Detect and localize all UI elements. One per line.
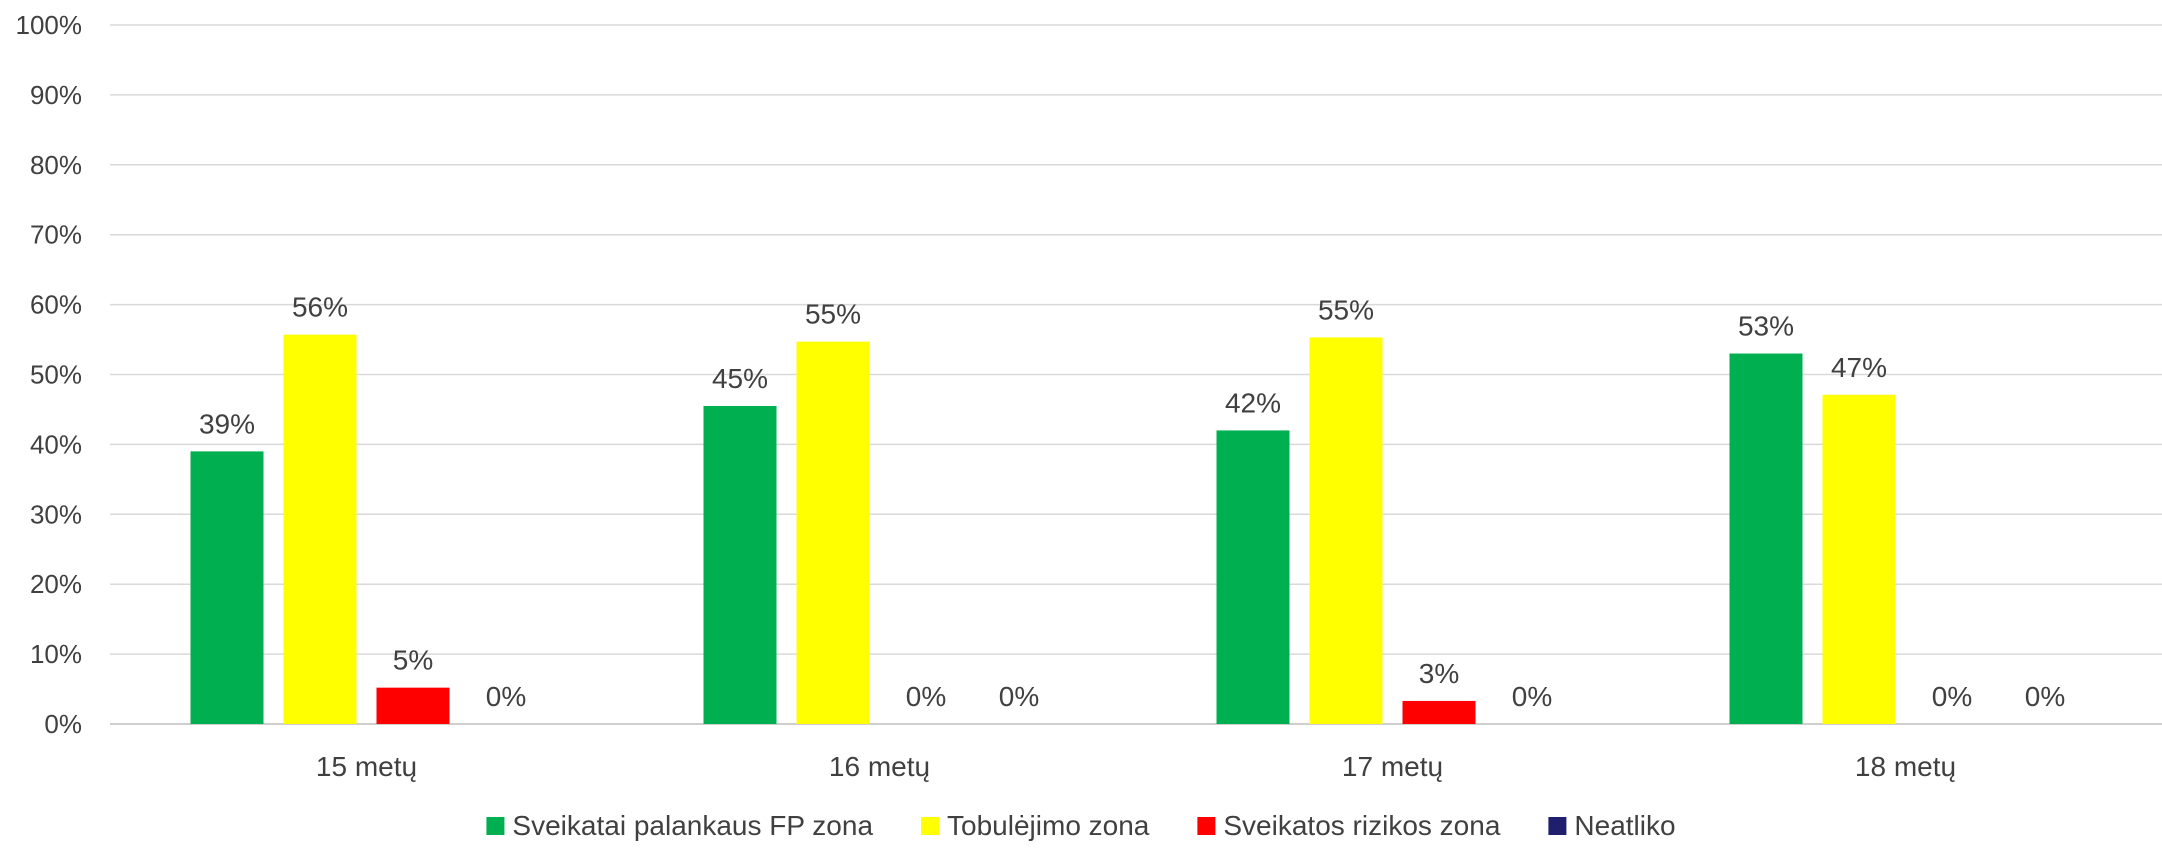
y-tick-label: 10%: [30, 639, 82, 669]
bar: [190, 451, 264, 724]
y-tick-label: 20%: [30, 569, 82, 599]
y-tick-label: 100%: [16, 10, 83, 40]
y-tick-label: 40%: [30, 429, 82, 459]
data-label: 56%: [292, 292, 348, 323]
data-label: 0%: [2025, 681, 2065, 712]
legend-label: Tobulėjimo zona: [947, 810, 1150, 841]
data-label: 55%: [805, 299, 861, 330]
legend-label: Sveikatos rizikos zona: [1223, 810, 1500, 841]
data-label: 39%: [199, 408, 255, 439]
legend-item: Neatliko: [1548, 810, 1676, 841]
y-tick-label: 0%: [44, 709, 82, 739]
data-label: 3%: [1419, 658, 1459, 689]
bar: [1822, 394, 1896, 724]
legend-swatch: [486, 817, 505, 835]
legend-swatch: [1548, 817, 1567, 835]
data-label: 0%: [1932, 681, 1972, 712]
y-tick-label: 50%: [30, 360, 82, 390]
y-tick-label: 30%: [30, 499, 82, 529]
bar: [1309, 337, 1383, 724]
legend-swatch: [921, 817, 940, 835]
data-label: 5%: [393, 645, 433, 676]
category-label: 15 metų: [316, 751, 417, 782]
legend: Sveikatai palankaus FP zona Tobulėjimo zo…: [486, 810, 1676, 841]
data-labels: 39% 56% 5% 0% 45% 55% 0% 0% 42% 55% 3% 0% 53% 47% 0% 0%: [199, 292, 2065, 712]
legend-label: Neatliko: [1574, 810, 1675, 841]
legend-item: Sveikatos rizikos zona: [1197, 810, 1501, 841]
data-label: 53%: [1738, 311, 1794, 342]
bar: [283, 334, 357, 724]
data-label: 55%: [1318, 294, 1374, 325]
bar: [1402, 700, 1476, 724]
bar: [703, 405, 777, 724]
x-axis-categories: 15 metų 16 metų 17 metų 18 metų: [316, 751, 1956, 782]
y-tick-label: 70%: [30, 220, 82, 250]
category-label: 16 metų: [829, 751, 930, 782]
data-label: 45%: [712, 363, 768, 394]
legend-item: Tobulėjimo zona: [921, 810, 1150, 841]
category-label: 18 metų: [1855, 751, 1956, 782]
bar: [1729, 353, 1803, 724]
data-label: 0%: [906, 681, 946, 712]
bar: [796, 341, 870, 724]
data-label: 0%: [1512, 681, 1552, 712]
legend-item: Sveikatai palankaus FP zona: [486, 810, 873, 841]
bar: [376, 687, 450, 724]
gridlines: [110, 24, 2162, 725]
y-axis-ticks: 0% 10% 20% 30% 40% 50% 60% 70% 80% 90% 100%: [16, 10, 83, 739]
bar: [1216, 430, 1290, 724]
data-label: 0%: [999, 681, 1039, 712]
data-label: 47%: [1831, 352, 1887, 383]
data-label: 0%: [486, 681, 526, 712]
category-label: 17 metų: [1342, 751, 1443, 782]
bars: [190, 334, 1896, 724]
y-tick-label: 60%: [30, 290, 82, 320]
data-label: 42%: [1225, 387, 1281, 418]
legend-label: Sveikatai palankaus FP zona: [512, 810, 873, 841]
y-tick-label: 80%: [30, 150, 82, 180]
legend-swatch: [1197, 817, 1216, 835]
y-tick-label: 90%: [30, 80, 82, 110]
